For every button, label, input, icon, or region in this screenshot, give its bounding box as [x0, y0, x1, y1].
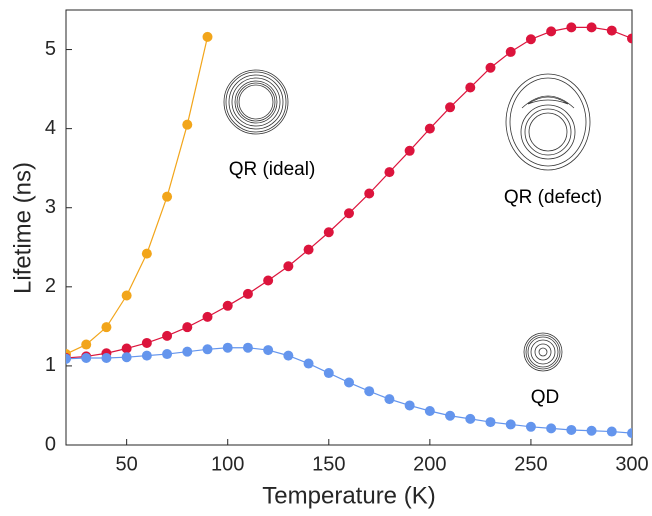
data-point [182, 322, 192, 332]
data-point [506, 419, 516, 429]
data-point [122, 291, 132, 301]
data-point [627, 428, 637, 438]
annotation: QR (defect) [504, 187, 602, 208]
data-point [344, 378, 354, 388]
data-point [162, 349, 172, 359]
data-point [304, 359, 314, 369]
data-point [546, 26, 556, 36]
x-axis-label: Temperature (K) [262, 482, 435, 509]
x-tick-label: 150 [312, 453, 345, 475]
data-point [384, 394, 394, 404]
data-point [364, 386, 374, 396]
data-point [223, 301, 233, 311]
data-point [526, 34, 536, 44]
y-tick-label: 3 [45, 196, 56, 218]
data-point [526, 422, 536, 432]
data-point [304, 245, 314, 255]
data-point [263, 275, 273, 285]
data-point [203, 32, 213, 42]
data-point [566, 425, 576, 435]
data-point [243, 289, 253, 299]
y-tick-label: 5 [45, 38, 56, 60]
y-axis-label: Lifetime (ns) [9, 162, 36, 294]
data-point [486, 63, 496, 73]
data-point [445, 411, 455, 421]
data-point [182, 120, 192, 130]
data-point [122, 344, 132, 354]
data-point [627, 33, 637, 43]
y-tick-label: 2 [45, 275, 56, 297]
annotation: QR (ideal) [229, 159, 316, 180]
data-point [384, 167, 394, 177]
data-point [445, 102, 455, 112]
data-point [607, 26, 617, 36]
data-point [364, 188, 374, 198]
x-tick-label: 50 [116, 453, 138, 475]
data-point [81, 353, 91, 363]
data-point [283, 351, 293, 361]
data-point [465, 83, 475, 93]
data-point [587, 22, 597, 32]
data-point [162, 331, 172, 341]
x-tick-label: 100 [211, 453, 244, 475]
y-tick-label: 4 [45, 117, 56, 139]
data-point [405, 400, 415, 410]
data-point [324, 227, 334, 237]
x-tick-label: 200 [413, 453, 446, 475]
data-point [263, 345, 273, 355]
chart: QR (ideal) QR (defect) QD Temperature (K… [0, 0, 652, 516]
data-point [425, 406, 435, 416]
y-tick-label: 1 [45, 354, 56, 376]
data-point [243, 343, 253, 353]
data-point [486, 417, 496, 427]
data-point [182, 347, 192, 357]
data-point [162, 192, 172, 202]
data-point [566, 22, 576, 32]
y-tick-label: 0 [45, 433, 56, 455]
data-point [122, 352, 132, 362]
data-point [142, 338, 152, 348]
data-point [203, 312, 213, 322]
data-point [203, 344, 213, 354]
data-point [61, 354, 71, 364]
data-point [101, 322, 111, 332]
data-point [425, 124, 435, 134]
data-point [405, 146, 415, 156]
data-point [81, 340, 91, 350]
data-point [465, 414, 475, 424]
data-point [223, 343, 233, 353]
data-point [506, 47, 516, 57]
data-point [324, 368, 334, 378]
data-point [546, 423, 556, 433]
data-point [587, 426, 597, 436]
data-point [344, 208, 354, 218]
data-point [607, 427, 617, 437]
x-tick-label: 300 [615, 453, 648, 475]
annotation: QD [531, 387, 560, 408]
data-point [142, 351, 152, 361]
x-tick-label: 250 [514, 453, 547, 475]
data-point [142, 249, 152, 259]
data-point [283, 261, 293, 271]
data-point [101, 353, 111, 363]
